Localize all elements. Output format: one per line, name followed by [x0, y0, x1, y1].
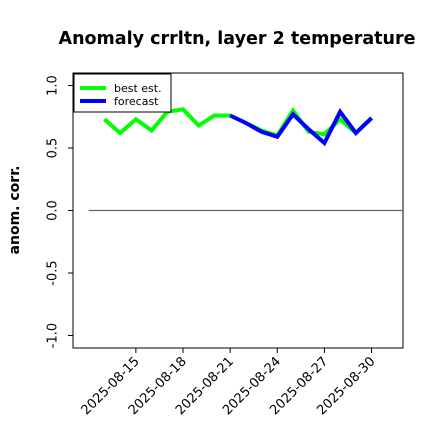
x-axis: 2025-08-152025-08-182025-08-212025-08-24…: [79, 348, 378, 418]
legend-label-best-est: best est.: [114, 82, 162, 95]
legend: best est. forecast: [73, 73, 172, 113]
y-tick-label: 0.0: [46, 200, 61, 221]
y-tick-label: -0.5: [46, 260, 61, 285]
chart-title: Anomaly crrltn, layer 2 temperature: [59, 29, 416, 49]
y-axis: -1.0 -0.5 0.0 0.5 1.0: [46, 75, 73, 348]
y-tick-label: 1.0: [46, 75, 61, 96]
series-layer: [103, 106, 373, 147]
legend-label-forecast: forecast: [114, 95, 159, 108]
y-tick-label: 0.5: [46, 138, 61, 159]
y-axis-label: anom. corr.: [7, 166, 23, 255]
y-tick-label: -1.0: [46, 323, 61, 348]
legend-box: [73, 73, 172, 113]
series-line-forecast: [229, 108, 373, 147]
